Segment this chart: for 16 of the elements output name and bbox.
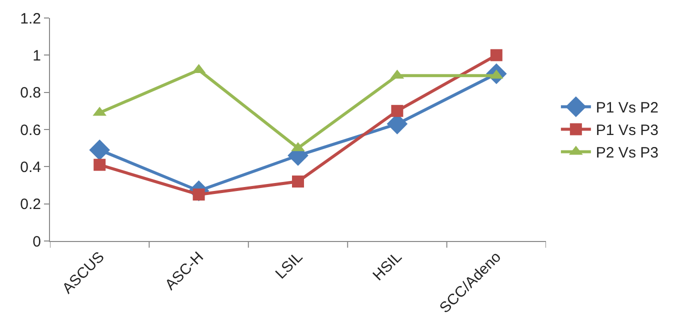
y-tick-label: 0.6 (20, 122, 41, 139)
point (89, 140, 110, 160)
point (94, 158, 106, 171)
y-tick-label: 1 (32, 47, 41, 64)
point (391, 104, 404, 117)
y-tick-label: 0.2 (20, 196, 41, 214)
point (490, 49, 502, 62)
y-tick-label: 0.4 (20, 158, 41, 176)
y-tick-label: 0 (32, 233, 41, 250)
legend-label: P1 Vs P2 (596, 100, 658, 117)
legend-label: P1 Vs P3 (596, 122, 658, 140)
x-tick-label: LSIL (272, 248, 306, 282)
legend-label: P2 Vs P3 (596, 144, 658, 162)
y-tick-label: 1.2 (20, 10, 41, 28)
point (292, 176, 304, 188)
y-tick-label: 0.8 (20, 84, 41, 102)
